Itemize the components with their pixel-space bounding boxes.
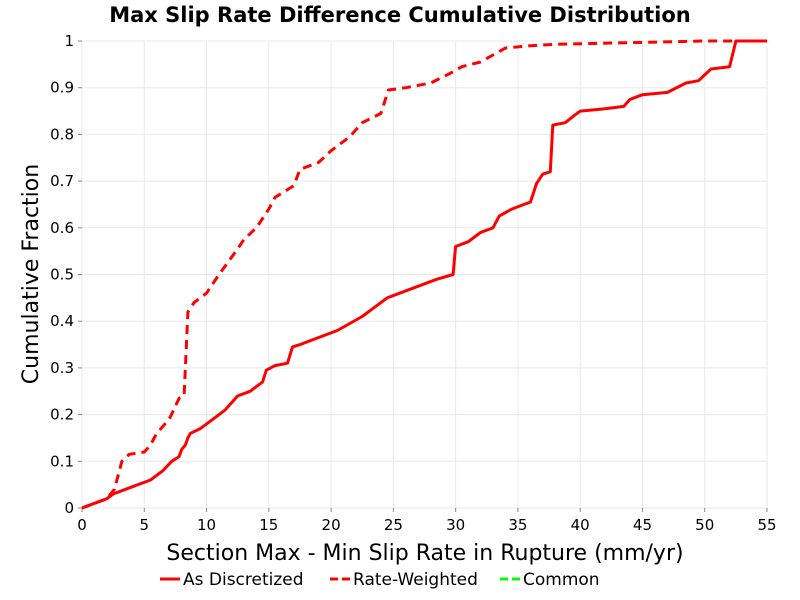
y-tick-label: 0.3 bbox=[50, 359, 74, 377]
x-tick-label: 15 bbox=[259, 516, 278, 534]
y-tick-label: 0 bbox=[64, 499, 74, 517]
series-line-rate-weighted bbox=[81, 39, 767, 510]
x-tick-label: 55 bbox=[757, 516, 776, 534]
legend: As Discretized Rate-Weighted Common bbox=[160, 570, 600, 590]
grid bbox=[81, 40, 768, 509]
series-line-as-discretized bbox=[81, 39, 767, 510]
legend-label: As Discretized bbox=[183, 570, 304, 590]
chart-title: Max Slip Rate Difference Cumulative Dist… bbox=[109, 3, 691, 27]
x-tick-label: 45 bbox=[633, 516, 652, 534]
x-tick-label: 20 bbox=[322, 516, 341, 534]
legend-label: Common bbox=[523, 570, 600, 590]
y-tick-label: 0.7 bbox=[50, 172, 74, 190]
data-series bbox=[81, 39, 767, 510]
x-tick-label: 40 bbox=[571, 516, 590, 534]
y-tick-label: 0.5 bbox=[50, 266, 74, 284]
legend-label: Rate-Weighted bbox=[353, 570, 478, 590]
x-tick-label: 25 bbox=[384, 516, 403, 534]
y-axis-label: Cumulative Fraction bbox=[19, 164, 44, 384]
x-tick-label: 30 bbox=[446, 516, 465, 534]
x-tick-label: 50 bbox=[695, 516, 714, 534]
x-axis-label: Section Max - Min Slip Rate in Rupture (… bbox=[166, 541, 683, 566]
y-tick-label: 0.4 bbox=[50, 312, 74, 330]
y-tick-label: 0.2 bbox=[50, 406, 74, 424]
x-tick-label: 10 bbox=[197, 516, 216, 534]
y-tick-label: 0.6 bbox=[50, 219, 74, 237]
x-tick-label: 5 bbox=[139, 516, 149, 534]
x-tick-label: 0 bbox=[77, 516, 87, 534]
y-tick-label: 1 bbox=[64, 32, 74, 50]
x-tick-label: 35 bbox=[508, 516, 527, 534]
y-tick-label: 0.9 bbox=[50, 79, 74, 97]
y-tick-label: 0.8 bbox=[50, 125, 74, 143]
y-tick-label: 0.1 bbox=[50, 452, 74, 470]
tick-labels: 0 5 10 15 20 25 30 35 40 45 50 55 0 0.1 0.2 0.3 0.4 0.5 0.… bbox=[50, 32, 776, 534]
